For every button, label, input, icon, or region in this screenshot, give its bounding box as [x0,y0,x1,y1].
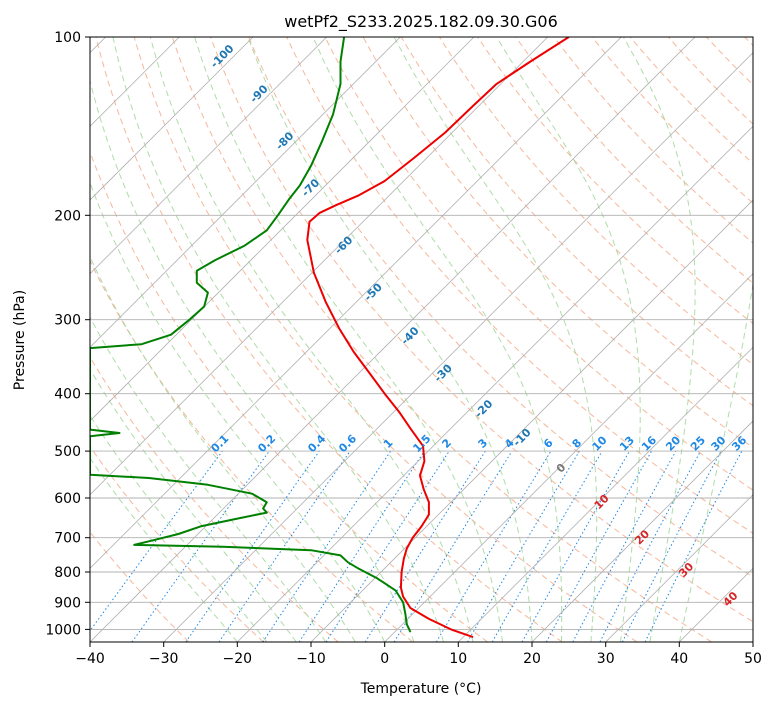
moist-adiabat-line [90,316,327,642]
mixing-ratio-line [467,450,580,642]
mixing-ratio-line [572,450,677,642]
isotherm-line [90,37,475,422]
y-tick-label: 800 [54,565,81,581]
profiles [90,37,570,639]
mixing-ratio-line [218,450,351,642]
x-tick-label: −30 [149,651,179,667]
mixing-ratio-line [185,450,320,642]
isotherm-line [90,37,548,496]
isotherm-line [163,52,753,642]
y-axis: 100 200 300 400 500 600 700 800 900 1000 [45,30,90,638]
dry-adiabat-line [90,445,264,642]
y-tick-label: 900 [54,595,81,611]
y-axis-title: Pressure (hPa) [12,290,28,390]
moist-adiabat-line [622,37,696,642]
mixing-ratio-line [325,450,450,642]
dry-adiabat-line [210,37,753,623]
moist-adiabat-line [90,414,268,642]
y-tick-label: 600 [54,491,81,507]
isotherm-line [90,37,254,201]
isotherm-line [531,420,753,642]
plot-area: -100-90-80-70-60-50-40-30-20-10010203040… [90,37,753,642]
isotherm-line [605,494,753,642]
dry-adiabat-line [133,37,638,642]
chart-title: wetPf2_S233.2025.182.09.30.G06 [284,12,558,32]
moist-adiabat-line [149,37,474,642]
dewpoint-profile-line [90,37,412,633]
dry-adiabat-line [477,37,753,325]
isotherm-line [90,37,327,275]
moist-adiabat-line [90,255,356,642]
dry-adiabat-line [324,37,753,491]
x-tick-label: 20 [523,651,541,667]
y-tick-label: 300 [54,313,81,329]
y-tick-label: 1000 [45,622,81,638]
moist-adiabat-line [90,181,386,642]
moist-adiabat-line [90,457,238,642]
isotherm-line [90,37,401,348]
mixing-ratio-line [491,450,603,642]
y-tick-label: 700 [54,531,81,547]
moist-adiabat-line [678,280,753,642]
y-tick-label: 500 [54,444,81,460]
x-tick-label: −10 [296,651,326,667]
isotherm-line [90,37,622,569]
moist-adiabat-line [496,37,641,642]
x-tick-label: 0 [380,651,389,667]
dry-adiabat-line [591,37,753,204]
mixing-ratio-line [521,450,630,642]
x-axis-title: Temperature (°C) [360,681,482,697]
isotherm-line [90,37,696,642]
dry-adiabat-line [629,37,753,165]
mixing-ratio-line [435,450,552,642]
moist-adiabat-line [112,37,445,642]
y-tick-label: 100 [54,30,81,46]
moist-adiabat-line [90,368,297,642]
dry-adiabat-line [95,37,563,642]
dry-adiabat-line [248,37,753,578]
moist-adiabat-line [312,37,563,642]
x-tick-label: −40 [75,651,105,667]
x-tick-label: 30 [597,651,615,667]
x-tick-label: 50 [744,651,762,667]
moist-adiabats [90,37,753,642]
y-tick-label: 400 [54,387,81,403]
isotherm-line [237,125,753,642]
dry-adiabat-line [400,37,753,407]
x-axis: −40 −30 −20 −10 0 10 20 30 40 50 [75,642,762,667]
moist-adiabat-line [90,78,415,642]
isotherm-line [384,273,753,642]
plot-frame [89,36,754,643]
moist-adiabat-line [393,37,598,642]
moist-adiabat-line [247,37,533,642]
mixing-ratio-line [364,450,486,642]
isotherm-line [458,346,753,642]
dry-adiabat-line [515,37,753,284]
temperature-profile-line [306,37,570,639]
x-tick-label: −20 [223,651,253,667]
isobars [90,37,753,630]
y-tick-label: 200 [54,208,81,224]
x-tick-label: 10 [449,651,467,667]
x-tick-label: 40 [670,651,688,667]
